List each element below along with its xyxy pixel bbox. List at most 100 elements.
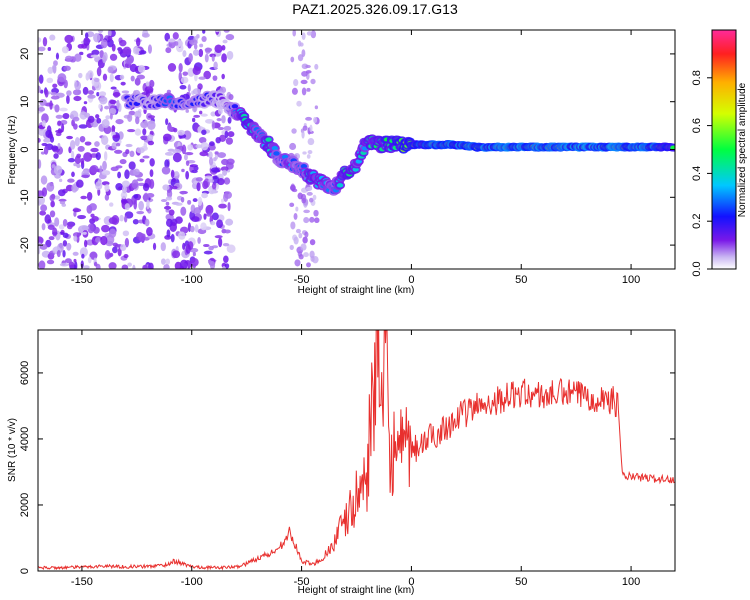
noise-blob: [38, 85, 41, 94]
noise-blob: [57, 120, 62, 126]
noise-blob: [165, 218, 173, 228]
noise-blob: [185, 109, 189, 113]
noise-blob: [138, 200, 144, 211]
noise-blob: [73, 95, 82, 102]
colorbar: 0.0 0.2 0.4 0.6 0.8 Normalized spectral ampl…: [691, 29, 748, 277]
noise-blob: [139, 158, 145, 163]
ridge-blob-core: [300, 164, 308, 169]
spectrogram-y-label: Frequency (Hz): [7, 116, 18, 185]
noise-blob: [214, 30, 220, 33]
noise-blob: [86, 191, 93, 201]
y-tick-label: 4000: [19, 427, 31, 451]
colorbar-ticks: 0.0 0.2 0.4 0.6 0.8: [691, 70, 712, 277]
noise-blob: [216, 117, 222, 122]
noise-blob: [134, 128, 142, 136]
noise-blob: [187, 84, 191, 93]
noise-blob: [41, 120, 46, 127]
noise-blob: [217, 152, 227, 158]
noise-blob: [53, 60, 58, 67]
noise-blob: [122, 230, 130, 237]
noise-blob: [160, 242, 166, 252]
noise-blob: [180, 196, 185, 203]
noise-blob: [54, 217, 60, 227]
noise-blob: [84, 32, 89, 39]
noise-blob: [121, 264, 129, 269]
noise-blob: [81, 174, 90, 178]
noise-blob: [174, 41, 179, 46]
noise-blob: [116, 99, 120, 110]
noise-blob: [133, 194, 139, 199]
noise-blob: [53, 153, 59, 159]
noise-blob: [197, 236, 201, 244]
noise-blob: [87, 90, 95, 95]
noise-blob: [109, 73, 114, 83]
noise-blob: [88, 203, 97, 211]
noise-blob: [188, 52, 193, 63]
noise-blob: [104, 184, 110, 192]
noise-blob: [193, 114, 201, 118]
noise-blob: [309, 216, 315, 223]
noise-blob: [123, 253, 129, 259]
noise-blob: [49, 194, 55, 202]
noise-blob: [101, 224, 110, 233]
noise-blob: [76, 163, 81, 169]
noise-blob: [52, 227, 58, 237]
noise-blob: [79, 51, 84, 56]
noise-blob: [59, 262, 69, 267]
x-tick-label: -50: [294, 274, 310, 286]
noise-blob: [204, 53, 209, 63]
noise-blob: [167, 63, 177, 72]
noise-blob: [50, 200, 55, 208]
colorbar-gradient: [711, 29, 737, 270]
noise-blob: [90, 54, 99, 58]
noise-blob: [39, 99, 47, 106]
noise-blob: [172, 32, 179, 40]
noise-blob: [203, 70, 212, 80]
noise-blob: [167, 38, 176, 43]
noise-blob: [300, 79, 308, 85]
noise-blob: [297, 54, 304, 62]
noise-blob: [221, 73, 225, 80]
y-tick-label: 0: [19, 146, 31, 152]
noise-blob: [102, 160, 107, 171]
noise-blob: [217, 126, 225, 131]
noise-blob: [82, 86, 89, 95]
x-tick-label: -150: [71, 274, 93, 286]
noise-blob: [221, 115, 226, 124]
noise-blob: [192, 88, 201, 95]
noise-blob: [44, 88, 49, 98]
spectrogram-x-label: Height of straight line (km): [298, 285, 415, 296]
noise-blob: [120, 81, 126, 86]
noise-blob: [77, 44, 85, 49]
noise-blob: [289, 142, 297, 150]
noise-blob: [50, 136, 55, 143]
noise-blob: [108, 262, 117, 269]
noise-blob: [227, 201, 231, 212]
noise-blob: [101, 170, 111, 176]
noise-blob: [39, 89, 44, 94]
noise-blob: [136, 178, 144, 182]
ridge-blob-core: [271, 146, 279, 151]
noise-blob: [308, 130, 314, 134]
noise-blob: [62, 232, 69, 239]
noise-blob: [190, 258, 199, 267]
noise-blob: [80, 195, 88, 200]
noise-blob: [165, 196, 173, 201]
noise-blob: [45, 129, 53, 138]
noise-blob: [134, 110, 142, 119]
noise-blob: [95, 237, 101, 243]
noise-blob: [201, 129, 207, 136]
noise-blob: [119, 244, 127, 252]
noise-blob: [136, 74, 145, 80]
noise-blob: [203, 213, 207, 220]
noise-blob: [107, 66, 114, 74]
noise-blob: [305, 186, 313, 191]
noise-blob: [210, 111, 217, 117]
noise-blob: [314, 63, 319, 70]
noise-blob: [48, 236, 55, 241]
noise-blob: [223, 229, 231, 234]
x-tick-label: 50: [515, 274, 527, 286]
noise-blob: [38, 106, 45, 112]
noise-blob: [312, 194, 317, 201]
